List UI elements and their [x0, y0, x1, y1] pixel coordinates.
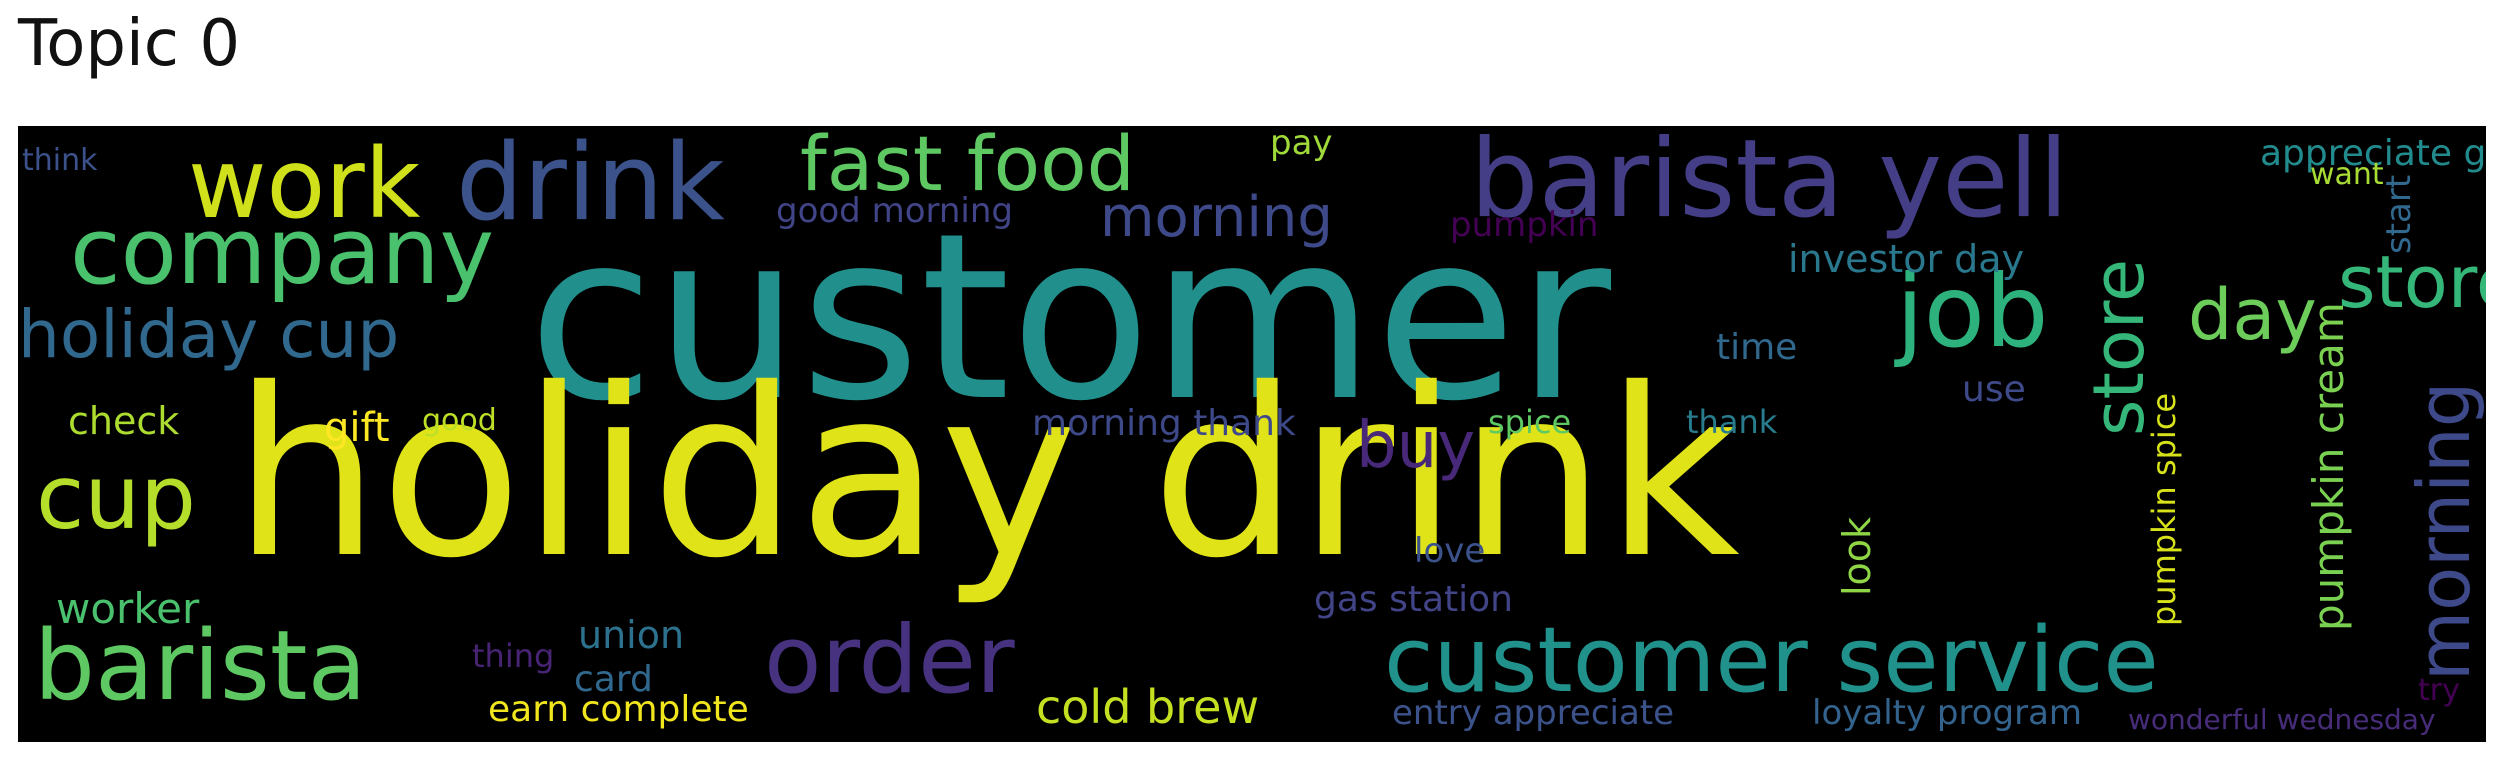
word-drink: drink	[456, 126, 725, 244]
word-pay: buy	[1356, 409, 1476, 483]
word-good: good	[422, 403, 497, 438]
word-want: investor day	[1788, 237, 2025, 281]
word-thing: thing	[472, 637, 555, 675]
word-morning-thank: morning thank	[1032, 403, 1296, 444]
word-morning: morning	[2402, 381, 2486, 682]
word-holiday-cup: holiday cup	[18, 296, 400, 373]
word-customer: customer	[528, 185, 1612, 452]
word-look: use	[1962, 369, 2026, 410]
word-spice: spice	[1488, 403, 1572, 441]
word-loyalty-program: loyalty program	[1812, 693, 2083, 733]
word-pumpkin: pay	[1270, 126, 1333, 163]
word-job: job	[1896, 253, 2049, 370]
word-use: want	[2310, 157, 2384, 192]
word-dunkin-donut: pumpkin cream	[2304, 302, 2353, 631]
word-barista: barista	[34, 610, 367, 722]
word-time: appreciate good	[2260, 133, 2486, 174]
word-try: try	[2418, 673, 2460, 708]
word-investor-day: good morning	[776, 191, 1014, 231]
word-company: company	[70, 198, 495, 305]
word-buy: store	[2338, 240, 2486, 324]
word-pumpkin-cream: pumpkin spice	[2145, 392, 2183, 626]
word-pumpkin-spice: look	[1835, 516, 1879, 596]
word-entry-appreciate: entry appreciate	[1392, 693, 1675, 733]
word-love: love	[1414, 531, 1486, 571]
word-appreciate-good: pumpkin	[1450, 205, 1599, 245]
word-good-morning: cold brew	[1036, 680, 1260, 734]
word-customer-service: customer service	[1384, 608, 2159, 713]
word-stop: time	[1716, 327, 1798, 368]
word-card: card	[574, 659, 653, 700]
word-wonderful-wednesday: wonderful wednesday	[2128, 703, 2436, 736]
word-day: day	[2188, 274, 2317, 356]
word-earn-complete: earn complete	[488, 689, 749, 730]
word-cup: cup	[36, 446, 197, 549]
word-check: check	[68, 399, 180, 443]
word-barista-yell: barista yell	[1470, 126, 2069, 242]
word-gas-station: gas station	[1314, 579, 1514, 620]
word-cold-brew: morning	[1100, 185, 1333, 250]
word-store: store	[2078, 258, 2160, 436]
word-thank: thank	[1686, 403, 1778, 441]
page-title: Topic 0	[18, 7, 241, 81]
word-work: work	[188, 128, 421, 240]
word-order: order	[764, 606, 1015, 715]
word-start: start	[2379, 174, 2419, 254]
word-think: think	[22, 143, 98, 178]
word-union: union	[578, 613, 685, 657]
word-cloud: customer holiday drink barista yell drin…	[18, 126, 2486, 742]
word-worker: worker	[56, 584, 200, 633]
word-gift: gift	[324, 405, 390, 451]
word-holiday-drink: holiday drink	[233, 339, 1740, 609]
word-fast-food: fast food	[800, 126, 1135, 208]
